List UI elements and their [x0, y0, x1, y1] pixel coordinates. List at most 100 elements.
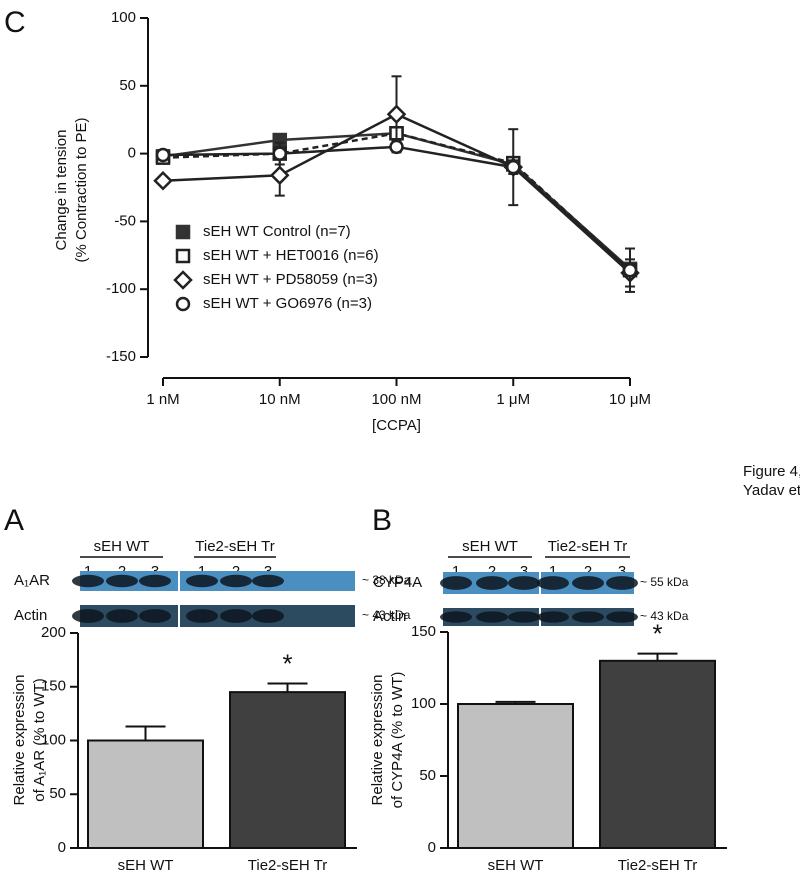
y-axis-label: of CYP4A (% to WT): [389, 672, 406, 809]
blot-row-label: CYP4A: [373, 574, 422, 591]
x-tick-label: 1 nM: [146, 391, 179, 408]
y-tick-label: 0: [128, 145, 136, 162]
lane-label: 2: [488, 563, 496, 580]
lane-label: 1: [549, 563, 557, 580]
blot-band: [537, 611, 569, 623]
y-tick-label: 0: [428, 839, 436, 856]
bar: [87, 739, 204, 849]
blot-row-label: Actin: [14, 607, 47, 624]
marker: [386, 104, 407, 125]
y-axis-label: (% Contraction to PE): [73, 117, 90, 262]
figure-note: Yadav et al: [743, 482, 800, 499]
legend-label: sEH WT + PD58059 (n=3): [203, 271, 378, 288]
y-tick-label: 0: [58, 839, 66, 856]
y-tick-label: -50: [114, 212, 136, 229]
y-tick-label: 50: [49, 785, 66, 802]
blot-band: [537, 576, 569, 590]
lane-label: 3: [520, 563, 528, 580]
legend-marker: [175, 224, 191, 240]
blot-band: [72, 574, 104, 588]
x-tick-label: Tie2-sEH Tr: [618, 857, 697, 873]
figure-note: Figure 4,: [743, 463, 800, 480]
legend-label: sEH WT + HET0016 (n=6): [203, 247, 379, 264]
y-axis-label: Relative expression: [369, 675, 386, 806]
blot-group: sEH WT: [462, 538, 518, 555]
marker: [155, 147, 171, 163]
blot-band: [252, 574, 284, 588]
blot-band: [606, 611, 638, 623]
bar: [457, 703, 574, 849]
x-tick-label: sEH WT: [488, 857, 544, 873]
y-tick-label: 150: [411, 623, 436, 640]
error-bar: [125, 725, 166, 741]
blot-band: [252, 609, 284, 623]
legend-label: sEH WT + GO6976 (n=3): [203, 295, 372, 312]
legend-marker: [175, 248, 191, 264]
y-tick-label: -150: [106, 348, 136, 365]
blot-size: ~ 43 kDa: [640, 609, 689, 623]
lane-label: 3: [618, 563, 626, 580]
x-tick-label: 100 nM: [371, 391, 421, 408]
legend-marker: [175, 296, 191, 312]
blot-band: [186, 574, 218, 588]
legend-label: sEH WT Control (n=7): [203, 223, 351, 240]
blot-size: ~ 38 kDa: [362, 573, 411, 587]
blot-size: ~ 55 kDa: [640, 575, 689, 589]
blot-band: [139, 609, 171, 623]
marker: [622, 262, 638, 278]
bar: [599, 659, 716, 849]
lane-label: 1: [452, 563, 460, 580]
y-tick-label: 100: [41, 731, 66, 748]
y-axis-label: of A₁AR (% to WT): [31, 678, 48, 801]
y-tick-label: 100: [411, 695, 436, 712]
y-tick-label: 50: [419, 767, 436, 784]
bar: [229, 691, 346, 849]
blot-row-label: A₁AR: [14, 572, 50, 589]
blot-band: [476, 576, 508, 590]
significance: *: [282, 648, 292, 678]
blot-band: [508, 576, 540, 590]
blot-band: [220, 574, 252, 588]
y-tick-label: 100: [111, 9, 136, 26]
blot-band: [508, 611, 540, 623]
panel-label: A: [4, 504, 24, 537]
y-tick-label: 150: [41, 678, 66, 695]
y-tick-label: -100: [106, 280, 136, 297]
blot-band: [186, 609, 218, 623]
blot-band: [572, 611, 604, 623]
marker: [153, 170, 173, 191]
blot-group: Tie2-sEH Tr: [548, 538, 627, 555]
error-bar: [637, 652, 678, 661]
marker: [506, 159, 521, 175]
blot-row-label: Actin: [373, 608, 406, 625]
error-bar: [267, 682, 308, 693]
marker: [272, 146, 287, 161]
blot-band: [220, 609, 252, 623]
y-axis-label: Change in tension: [53, 130, 70, 251]
x-tick-label: 1 μM: [496, 391, 530, 408]
marker: [389, 139, 404, 155]
x-tick-label: sEH WT: [118, 857, 174, 873]
blot-group: Tie2-sEH Tr: [195, 538, 274, 555]
panel-label: B: [372, 504, 392, 537]
significance: *: [652, 618, 662, 648]
y-tick-label: 50: [119, 77, 136, 94]
lane-label: 2: [584, 563, 592, 580]
blot-band: [106, 574, 138, 588]
x-axis-label: [CCPA]: [372, 417, 421, 434]
blot-band: [606, 576, 638, 590]
blot-group: sEH WT: [94, 538, 150, 555]
legend-marker: [173, 270, 193, 290]
blot-band: [440, 576, 472, 590]
blot-band: [72, 609, 104, 623]
x-tick-label: 10 nM: [259, 391, 301, 408]
blot-band: [106, 609, 138, 623]
x-tick-label: Tie2-sEH Tr: [248, 857, 327, 873]
y-tick-label: 200: [41, 624, 66, 641]
blot-band: [572, 576, 604, 590]
blot-band: [476, 611, 508, 623]
marker: [269, 165, 290, 186]
panel-label: C: [4, 6, 26, 39]
blot-size: ~ 43 kDa: [362, 608, 411, 622]
